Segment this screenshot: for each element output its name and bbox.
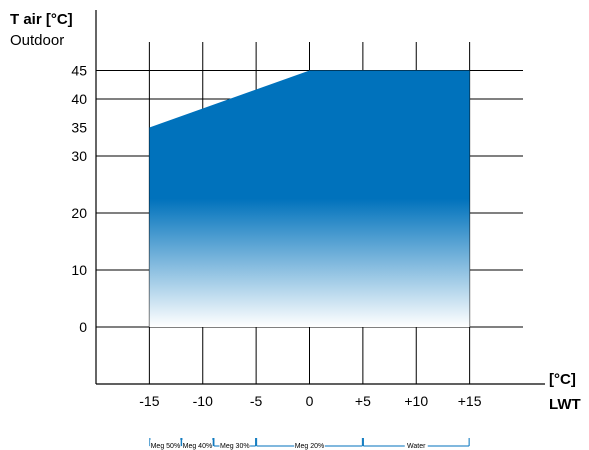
- fluid-range-label: Meg 40%: [183, 443, 213, 450]
- x-tick-label: -15: [139, 393, 159, 409]
- fluid-range: Meg 20%: [256, 438, 363, 450]
- fluid-range: Meg 40%: [181, 438, 214, 450]
- y-tick-label: 30: [71, 148, 87, 164]
- fluid-range-label-bg: [404, 440, 428, 449]
- x-tick-label: -5: [250, 393, 263, 409]
- x-tick-label: +15: [458, 393, 482, 409]
- y-tick-label: 45: [71, 63, 87, 79]
- y-axis-subtitle: Outdoor: [10, 32, 64, 49]
- fluid-range-label-bg: [219, 440, 251, 449]
- envelope-area: [149, 70, 470, 327]
- fluid-range-label: Meg 50%: [151, 443, 181, 450]
- fluid-range-label: Meg 20%: [295, 443, 325, 450]
- fluid-range: Meg 30%: [213, 438, 257, 450]
- x-tick-label: +10: [404, 393, 428, 409]
- fluid-range-label-bg: [182, 440, 213, 449]
- fluid-range-label-bg: [150, 440, 181, 449]
- x-axis-title: LWT: [549, 396, 581, 413]
- x-tick-label: -10: [193, 393, 213, 409]
- y-axis-title: T air [°C]: [10, 11, 73, 28]
- fluid-range-label: Meg 30%: [220, 443, 250, 450]
- y-tick-label: 10: [71, 262, 87, 278]
- axes: [95, 10, 545, 385]
- fluid-range: Meg 50%: [149, 438, 182, 450]
- y-tick-label: 35: [71, 120, 87, 136]
- y-tick-labels: 0 10 20 30 35 40 45: [71, 63, 87, 336]
- fluid-range-label-bg: [294, 440, 325, 449]
- fluid-range: Water: [362, 438, 470, 450]
- y-tick-label: 40: [71, 91, 87, 107]
- y-tick-label: 0: [79, 319, 87, 335]
- fluid-ranges: Meg 50% Meg 40% Meg 30% Meg 20% Water: [149, 438, 470, 450]
- fluid-range-label: Water: [407, 443, 426, 450]
- x-axis-unit: [°C]: [549, 371, 576, 388]
- x-tick-labels: -15 -10 -5 0 +5 +10 +15: [139, 393, 481, 409]
- x-tick-label: 0: [306, 393, 314, 409]
- y-tick-label: 20: [71, 205, 87, 221]
- x-tick-label: +5: [355, 393, 371, 409]
